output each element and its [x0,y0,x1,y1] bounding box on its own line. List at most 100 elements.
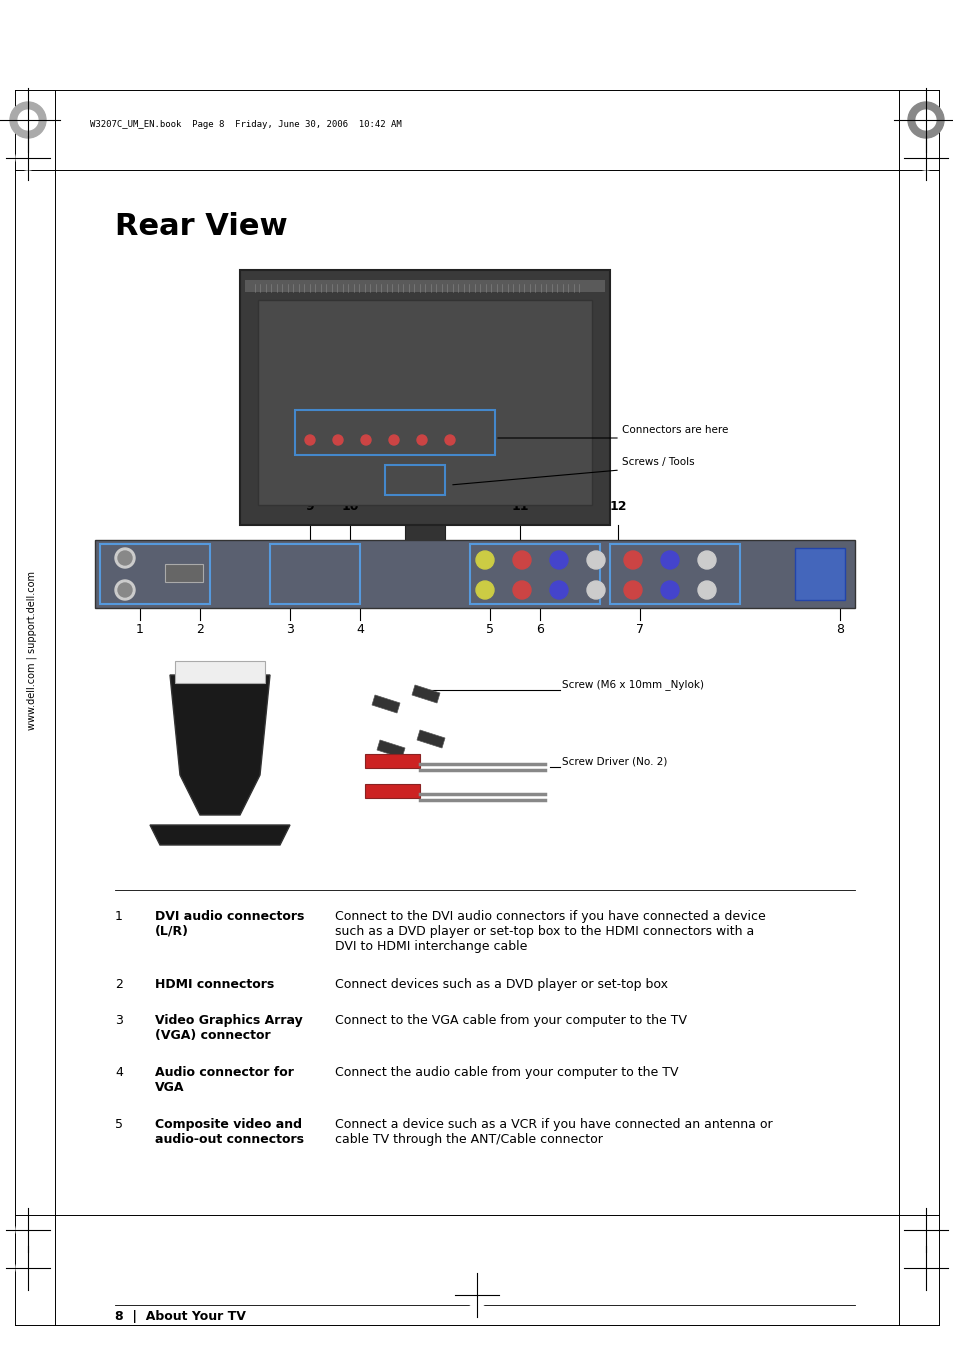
Text: Video Graphics Array
(VGA) connector: Video Graphics Array (VGA) connector [154,1015,302,1042]
Bar [245,280,604,292]
Text: HDMI connectors: HDMI connectors [154,978,274,992]
Bar [174,661,265,684]
Polygon shape [150,825,290,844]
Circle shape [360,435,371,444]
Text: 5: 5 [115,1119,123,1131]
Circle shape [913,1219,937,1242]
Circle shape [586,581,604,598]
Circle shape [586,551,604,569]
Bar [385,465,444,494]
Polygon shape [170,676,270,815]
Text: DELL: DELL [399,372,469,394]
Text: 3: 3 [115,1015,123,1027]
Text: 8  |  About Your TV: 8 | About Your TV [115,1310,246,1323]
Text: 12: 12 [609,500,626,513]
Bar [794,549,844,600]
Bar [325,557,524,576]
Bar [609,544,740,604]
Bar [270,544,359,604]
Text: www.dell.com | support.dell.com: www.dell.com | support.dell.com [27,570,37,730]
Circle shape [550,551,567,569]
Circle shape [118,551,132,565]
Text: 2: 2 [196,623,204,636]
Circle shape [513,581,531,598]
Text: 11: 11 [511,500,528,513]
Circle shape [10,101,46,138]
Text: Connect the audio cable from your computer to the TV: Connect the audio cable from your comput… [335,1066,678,1079]
Text: Screw (M6 x 10mm _Nylok): Screw (M6 x 10mm _Nylok) [561,680,703,690]
Circle shape [513,551,531,569]
Circle shape [444,435,455,444]
Text: Connect to the VGA cable from your computer to the TV: Connect to the VGA cable from your compu… [335,1015,686,1027]
Circle shape [919,151,932,165]
Bar [365,754,419,767]
Polygon shape [372,694,399,713]
Text: Connect devices such as a DVD player or set-top box: Connect devices such as a DVD player or … [335,978,667,992]
Circle shape [919,1224,932,1236]
Circle shape [913,1256,937,1279]
Bar [95,540,854,608]
Bar [100,544,210,604]
Circle shape [470,1289,483,1301]
Circle shape [18,109,38,130]
Circle shape [118,584,132,597]
Bar [165,563,203,582]
Bar [294,409,495,455]
Circle shape [919,1262,932,1274]
Text: Connect a device such as a VCR if you have connected an antenna or
cable TV thro: Connect a device such as a VCR if you ha… [335,1119,772,1146]
Circle shape [464,1283,489,1306]
Circle shape [476,551,494,569]
Circle shape [698,551,716,569]
Circle shape [698,581,716,598]
Text: Screw Driver (No. 2): Screw Driver (No. 2) [561,757,667,766]
Circle shape [623,551,641,569]
Circle shape [623,581,641,598]
Circle shape [389,435,398,444]
Circle shape [21,1224,34,1236]
Text: 1: 1 [115,911,123,923]
Circle shape [305,435,314,444]
Polygon shape [416,730,444,748]
Circle shape [476,581,494,598]
Text: 9: 9 [305,500,314,513]
Text: 7: 7 [636,623,643,636]
Text: Composite video and
audio-out connectors: Composite video and audio-out connectors [154,1119,304,1146]
Text: 4: 4 [355,623,363,636]
Circle shape [907,101,943,138]
Circle shape [416,435,427,444]
Text: 5: 5 [485,623,494,636]
Text: 8: 8 [835,623,843,636]
Text: DVI audio connectors
(L/R): DVI audio connectors (L/R) [154,911,304,938]
Text: 1: 1 [136,623,144,636]
Circle shape [16,1219,40,1242]
Polygon shape [376,740,405,758]
Circle shape [660,581,679,598]
Circle shape [21,1262,34,1274]
Circle shape [915,109,935,130]
Circle shape [16,1256,40,1279]
Bar [470,544,599,604]
Text: Screws / Tools: Screws / Tools [621,457,694,467]
Circle shape [660,551,679,569]
Circle shape [16,146,40,170]
Text: POWER: POWER [801,582,838,592]
Text: 6: 6 [536,623,543,636]
Text: 2: 2 [115,978,123,992]
Circle shape [550,581,567,598]
Bar [257,300,592,505]
Text: Audio connector for
VGA: Audio connector for VGA [154,1066,294,1094]
Text: 4: 4 [115,1066,123,1079]
Circle shape [115,549,135,567]
Circle shape [21,151,34,165]
Text: 3: 3 [286,623,294,636]
Bar [405,526,444,561]
Text: W3207C_UM_EN.book  Page 8  Friday, June 30, 2006  10:42 AM: W3207C_UM_EN.book Page 8 Friday, June 30… [90,120,401,128]
Circle shape [115,580,135,600]
Text: 10: 10 [341,500,358,513]
Text: Connect to the DVI audio connectors if you have connected a device
such as a DVD: Connect to the DVI audio connectors if y… [335,911,765,952]
Bar [240,270,609,526]
Circle shape [913,146,937,170]
Text: Connectors are here: Connectors are here [621,426,727,435]
Bar [365,784,419,798]
Circle shape [333,435,343,444]
